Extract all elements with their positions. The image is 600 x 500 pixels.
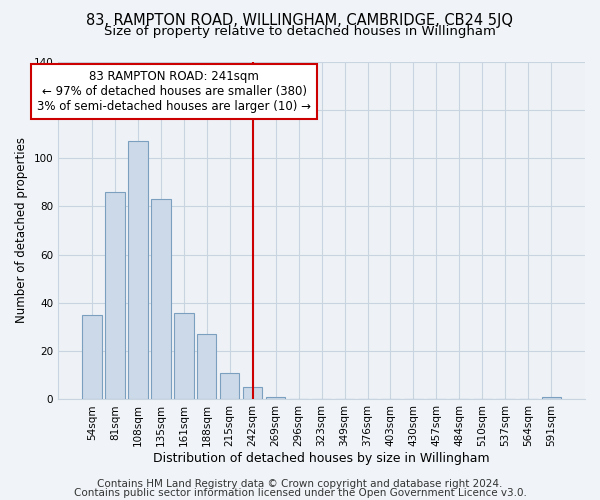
Text: Contains public sector information licensed under the Open Government Licence v3: Contains public sector information licen… <box>74 488 526 498</box>
Bar <box>105 192 125 400</box>
Y-axis label: Number of detached properties: Number of detached properties <box>15 138 28 324</box>
Bar <box>542 397 561 400</box>
Bar <box>243 388 262 400</box>
Text: Contains HM Land Registry data © Crown copyright and database right 2024.: Contains HM Land Registry data © Crown c… <box>97 479 503 489</box>
Bar <box>128 141 148 400</box>
Text: 83 RAMPTON ROAD: 241sqm
← 97% of detached houses are smaller (380)
3% of semi-de: 83 RAMPTON ROAD: 241sqm ← 97% of detache… <box>37 70 311 113</box>
Bar <box>174 312 194 400</box>
Bar <box>151 199 170 400</box>
Text: Size of property relative to detached houses in Willingham: Size of property relative to detached ho… <box>104 25 496 38</box>
Bar <box>220 373 239 400</box>
X-axis label: Distribution of detached houses by size in Willingham: Distribution of detached houses by size … <box>153 452 490 465</box>
Bar <box>197 334 217 400</box>
Bar <box>266 397 286 400</box>
Bar <box>82 315 101 400</box>
Text: 83, RAMPTON ROAD, WILLINGHAM, CAMBRIDGE, CB24 5JQ: 83, RAMPTON ROAD, WILLINGHAM, CAMBRIDGE,… <box>86 12 514 28</box>
